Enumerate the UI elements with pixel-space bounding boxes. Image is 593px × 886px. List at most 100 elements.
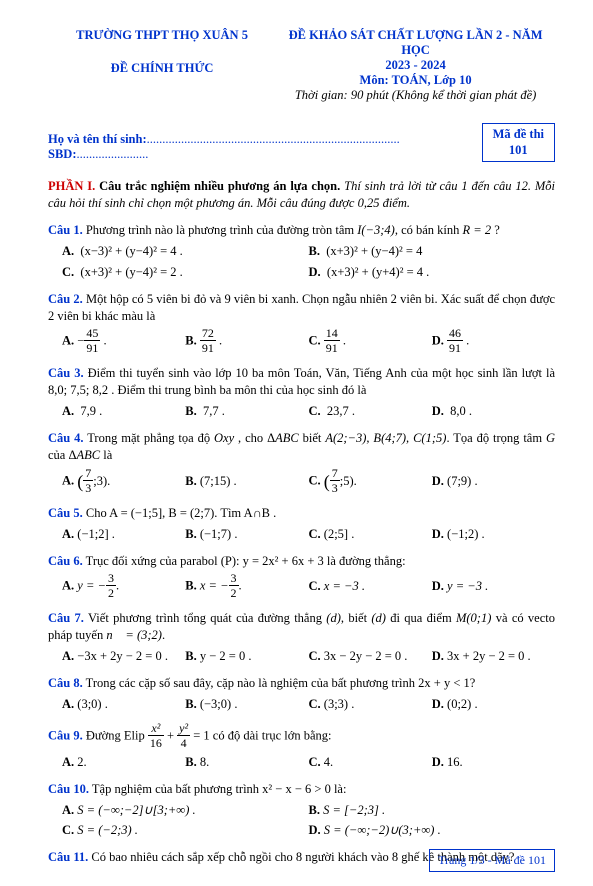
q6-B-den: 2 (229, 586, 239, 599)
q5-C: (2;5] . (324, 527, 355, 541)
q5-text: Cho A = (−1;5], B = (2;7). Tìm A∩B . (86, 506, 276, 520)
q6-num: Câu 6. (48, 554, 83, 568)
sbd-label: SBD: (48, 147, 76, 161)
q2-num: Câu 2. (48, 292, 83, 306)
q4-t2: , cho Δ (234, 431, 275, 445)
q4-D: (7;9) . (447, 474, 478, 488)
q7-num: Câu 7. (48, 611, 84, 625)
q3-num: Câu 3. (48, 366, 84, 380)
q2-D-den: 91 (447, 341, 463, 354)
q9-fr2n: y² (177, 722, 190, 736)
exam-time: Thời gian: 90 phút (Không kể thời gian p… (276, 88, 555, 103)
q8-A: (3;0) . (77, 697, 108, 711)
q7-B: y − 2 = 0 . (200, 649, 252, 663)
q1-A: (x−3)² + (y−4)² = 4 . (80, 244, 182, 258)
q4-A-den: 3 (83, 481, 93, 494)
q4-pts: A(2;−3), B(4;7), C(1;5) (325, 431, 446, 445)
q4-num: Câu 4. (48, 431, 84, 445)
q1-B: (x+3)² + (y−4)² = 4 (326, 244, 422, 258)
q9-t2: = 1 có độ dài trục lớn bằng: (193, 728, 331, 742)
q2-D-num: 46 (447, 327, 463, 341)
q1-I: I(−3;4) (357, 223, 395, 237)
q9-fr2d: 4 (177, 736, 190, 749)
q8-D: (0;2) . (447, 697, 478, 711)
q8-C: (3;3) . (324, 697, 355, 711)
q7-n: n⃗ = (3;2) (106, 628, 162, 642)
name-dots: ........................................… (147, 132, 400, 146)
q3-B: 7,7 . (203, 404, 225, 418)
q1-D: (x+3)² + (y+4)² = 4 . (327, 265, 429, 279)
q3-text: Điểm thi tuyển sinh vào lớp 10 ba môn To… (48, 366, 555, 397)
q8-B: (−3;0) . (200, 697, 238, 711)
q9-C: 4. (324, 755, 333, 769)
q10-text: Tập nghiệm của bất phương trình x² − x −… (92, 782, 347, 796)
q5-D: (−1;2) . (447, 527, 485, 541)
q6-A-num: 3 (106, 572, 116, 586)
q3-D: 8,0 . (450, 404, 472, 418)
sbd-dots: ....................... (76, 147, 148, 161)
q5-num: Câu 5. (48, 506, 83, 520)
exam-title-2: 2023 - 2024 (276, 58, 555, 73)
section-1: PHẦN I. Câu trắc nghiệm nhiều phương án … (48, 178, 555, 212)
q5-A: (−1;2] . (77, 527, 115, 541)
q2-B-num: 72 (200, 327, 216, 341)
q4-abc: ABC (275, 431, 299, 445)
q10-B: S = [−2;3] . (323, 803, 385, 817)
q7-d1: (d) (326, 611, 341, 625)
school-name: TRƯỜNG THPT THỌ XUÂN 5 (48, 28, 276, 43)
q2-A-num: 45 (84, 327, 100, 341)
q8-text: Trong các cặp số sau đây, cặp nào là ngh… (86, 676, 476, 690)
q4-B: (7;15) . (200, 474, 237, 488)
q10-D: S = (−∞;−2)∪(3;+∞) . (324, 823, 441, 837)
q10-num: Câu 10. (48, 782, 89, 796)
q9-fr1n: x² (148, 722, 164, 736)
q4-C-num: 7 (330, 467, 340, 481)
q4-C-den: 3 (330, 481, 340, 494)
q4-G: G (546, 431, 555, 445)
q4-t6: là (100, 448, 112, 462)
page-footer: Trang 1/3 - Mã đề 101 (429, 849, 555, 872)
name-label: Họ và tên thí sinh: (48, 132, 147, 146)
exam-code-label: Mã đề thi (493, 127, 544, 143)
q7-dot: . (162, 628, 165, 642)
q4-oxy: Oxy (214, 431, 234, 445)
q6-B-pre: x = − (200, 579, 229, 593)
q4-abc2: ABC (77, 448, 101, 462)
q7-d2: (d) (371, 611, 386, 625)
subject: Môn: TOÁN, Lớp 10 (276, 73, 555, 88)
q4-t3: biết (299, 431, 326, 445)
q7-t3: đi qua điểm (386, 611, 456, 625)
q4-t4: . Tọa độ trọng tâm (446, 431, 546, 445)
q4-C-close: ;5). (340, 474, 357, 488)
official-label: ĐỀ CHÍNH THỨC (48, 61, 276, 76)
exam-code-box: Mã đề thi 101 (482, 123, 555, 162)
q6-A-pre: y = − (77, 579, 106, 593)
q3-A: 7,9 . (80, 404, 102, 418)
q2-A-den: 91 (84, 341, 100, 354)
q1-C: (x+3)² + (y−4)² = 2 . (80, 265, 182, 279)
q9-t1: Đường Elip (86, 728, 148, 742)
q1-num: Câu 1. (48, 223, 83, 237)
q4-A-num: 7 (83, 467, 93, 481)
q9-D: 16. (447, 755, 463, 769)
q4-t5: của Δ (48, 448, 77, 462)
q6-B-post: . (239, 579, 242, 593)
q11-num: Câu 11. (48, 850, 88, 864)
q4-A-close: ;3). (93, 474, 110, 488)
q9-fr1d: 16 (148, 736, 164, 749)
q2-text: Một hộp có 5 viên bi đỏ và 9 viên bi xan… (48, 292, 555, 323)
q4-t1: Trong mặt phẳng tọa độ (87, 431, 214, 445)
q2-C-num: 14 (324, 327, 340, 341)
q1-R: R = 2 (463, 223, 492, 237)
q10-C: S = (−2;3) . (77, 823, 138, 837)
q10-A: S = (−∞;−2]∪[3;+∞) . (77, 803, 195, 817)
q2-C-den: 91 (324, 341, 340, 354)
q6-A-den: 2 (106, 586, 116, 599)
q6-A-post: . (116, 579, 119, 593)
section-1-title: Câu trắc nghiệm nhiều phương án lựa chọn… (99, 179, 340, 193)
q5-B: (−1;7) . (200, 527, 238, 541)
q3-C: 23,7 . (327, 404, 355, 418)
q1-text-1: Phương trình nào là phương trình của đườ… (86, 223, 357, 237)
q2-A-neg: − (77, 334, 84, 348)
q6-text: Trục đối xứng của parabol (P): y = 2x² +… (86, 554, 406, 568)
